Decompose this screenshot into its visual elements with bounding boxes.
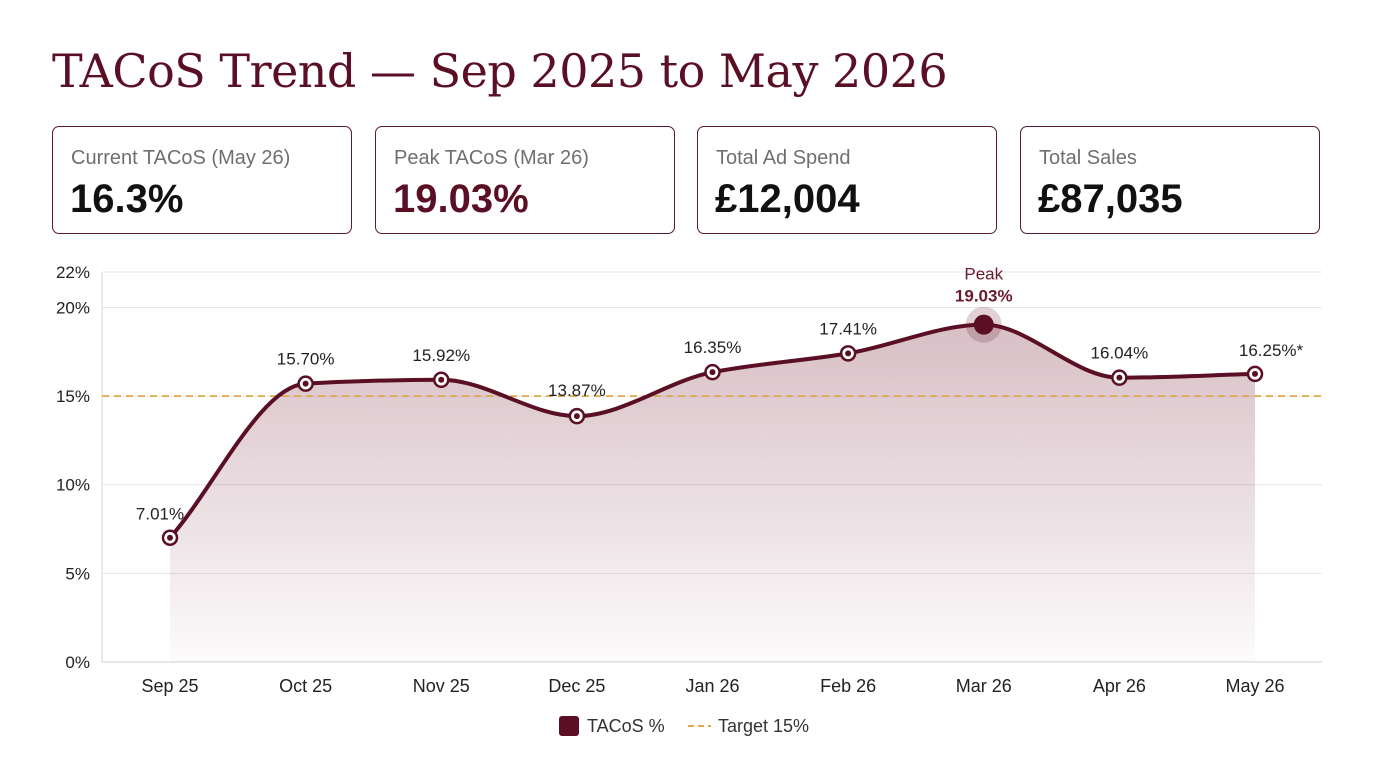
peak-point — [973, 314, 994, 335]
y-tick-label: 15% — [56, 387, 90, 406]
kpi-value: £12,004 — [715, 177, 860, 221]
kpi-label: Current TACoS (May 26) — [71, 147, 291, 169]
series-line — [168, 322, 1257, 540]
data-label: 16.35% — [684, 338, 742, 357]
series-line-group — [168, 322, 1257, 540]
data-label: 15.70% — [277, 350, 335, 369]
peak-title-label: Peak — [964, 265, 1003, 284]
y-axis: 0% 5% 10% 15% 20% 22% — [56, 263, 103, 672]
y-tick-label: 0% — [65, 653, 90, 672]
data-point-center — [167, 534, 173, 541]
data-label: 7.01% — [136, 505, 184, 524]
x-tick-label: Oct 25 — [279, 676, 332, 696]
data-label: 16.25%* — [1239, 341, 1304, 360]
x-tick-label: Apr 26 — [1093, 676, 1146, 696]
x-tick-label: Mar 26 — [956, 676, 1012, 696]
x-tick-label: Feb 26 — [820, 676, 876, 696]
kpi-card-total-ad-spend: Total Ad Spend £12,004 — [697, 126, 997, 234]
legend-label-target: Target 15% — [718, 716, 809, 736]
kpi-label: Peak TACoS (Mar 26) — [394, 147, 589, 169]
x-tick-label: Jan 26 — [685, 676, 739, 696]
data-point-center — [709, 369, 716, 376]
y-tick-label: 10% — [56, 476, 90, 495]
series-area — [170, 324, 1255, 662]
data-point-center — [1252, 370, 1258, 377]
data-label: 17.41% — [819, 319, 877, 338]
legend-label-tacos: TACoS % — [587, 716, 665, 736]
data-point-center — [438, 376, 445, 383]
data-label: 16.04% — [1091, 344, 1149, 363]
kpi-card-peak-tacos: Peak TACoS (Mar 26) 19.03% — [375, 126, 675, 234]
y-tick-label: 5% — [65, 564, 90, 583]
page-title: TACoS Trend — Sep 2025 to May 2026 — [52, 44, 948, 98]
legend: TACoS % Target 15% — [559, 716, 809, 736]
kpi-label: Total Sales — [1039, 147, 1137, 169]
data-point-center — [1116, 374, 1123, 381]
data-points — [161, 306, 1264, 546]
y-tick-label: 22% — [56, 263, 90, 282]
data-point-center — [573, 413, 580, 420]
data-point-center — [302, 380, 309, 387]
data-label: 15.92% — [412, 346, 470, 365]
x-tick-label: Nov 25 — [413, 676, 470, 696]
kpi-card-total-sales: Total Sales £87,035 — [1020, 126, 1320, 234]
y-tick-label: 20% — [56, 298, 90, 317]
kpi-value: 19.03% — [393, 177, 529, 221]
area-fill — [170, 324, 1255, 662]
kpi-value: 16.3% — [70, 177, 184, 221]
x-tick-label: Sep 25 — [141, 676, 198, 696]
kpi-value: £87,035 — [1038, 177, 1183, 221]
peak-value-label: 19.03% — [955, 287, 1013, 306]
data-point-center — [845, 350, 852, 357]
data-labels: 7.01% 15.70% 15.92% 13.87% 16.35% 17.41% Peak 1… — [136, 265, 1304, 524]
legend-swatch-tacos — [559, 716, 579, 736]
x-axis: Sep 25 Oct 25 Nov 25 Dec 25 Jan 26 Feb 26 Mar … — [141, 676, 1284, 696]
x-tick-label: May 26 — [1225, 676, 1284, 696]
kpi-label: Total Ad Spend — [716, 147, 851, 169]
x-tick-label: Dec 25 — [548, 676, 605, 696]
data-label: 13.87% — [548, 381, 606, 400]
kpi-card-current-tacos: Current TACoS (May 26) 16.3% — [52, 126, 352, 234]
